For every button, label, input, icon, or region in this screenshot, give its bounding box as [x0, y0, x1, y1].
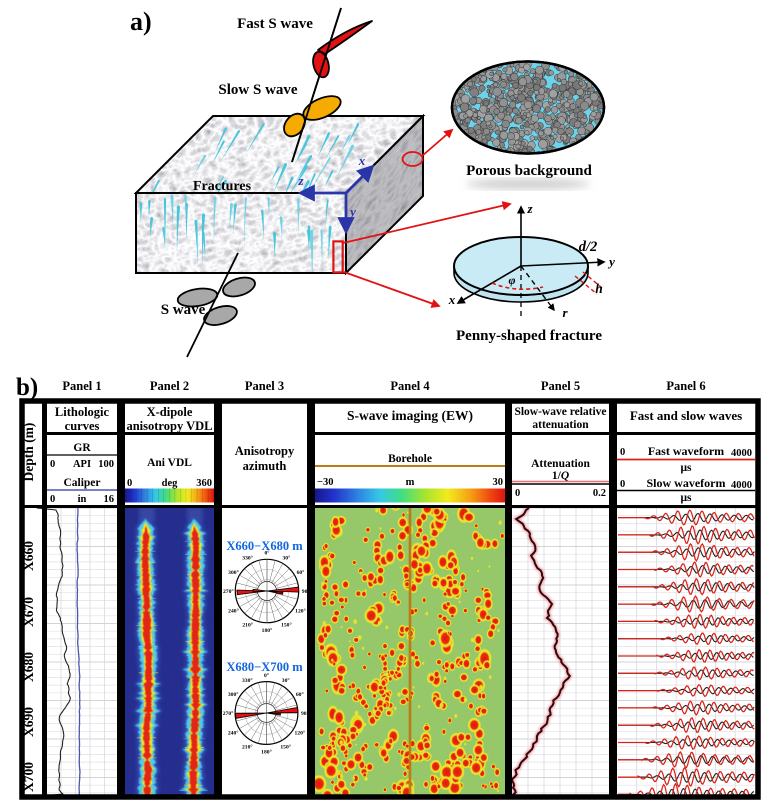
svg-text:120°: 120°	[294, 729, 305, 736]
svg-text:Fractures: Fractures	[193, 179, 252, 194]
svg-text:300°: 300°	[228, 691, 239, 698]
svg-text:16: 16	[104, 494, 115, 505]
svg-text:Fast and slow waves: Fast and slow waves	[630, 408, 742, 423]
svg-text:in: in	[78, 494, 87, 505]
svg-text:30°: 30°	[282, 555, 290, 562]
svg-text:0°: 0°	[264, 672, 269, 679]
svg-text:360: 360	[196, 478, 212, 489]
svg-text:240°: 240°	[228, 729, 239, 736]
svg-text:GR: GR	[73, 442, 91, 454]
svg-text:330°: 330°	[242, 555, 253, 562]
svg-text:r: r	[562, 305, 568, 320]
svg-text:60°: 60°	[297, 569, 305, 576]
svg-text:90°: 90°	[301, 710, 309, 717]
svg-text:0: 0	[50, 494, 55, 505]
svg-text:S wave: S wave	[161, 302, 206, 318]
svg-text:1/Q: 1/Q	[552, 470, 569, 482]
svg-text:180°: 180°	[262, 627, 273, 634]
svg-text:curves: curves	[65, 419, 100, 433]
svg-text:deg: deg	[162, 478, 179, 489]
svg-text:30: 30	[493, 477, 504, 488]
svg-text:180°: 180°	[261, 749, 272, 756]
svg-text:0.2: 0.2	[593, 488, 606, 499]
svg-text:z: z	[297, 173, 304, 188]
svg-text:100: 100	[98, 459, 114, 470]
svg-text:Slow-wave relative: Slow-wave relative	[514, 406, 606, 418]
svg-text:30°: 30°	[282, 677, 290, 684]
svg-text:210°: 210°	[242, 744, 253, 751]
svg-text:a): a)	[130, 7, 152, 36]
svg-text:330°: 330°	[242, 677, 253, 684]
svg-text:0: 0	[127, 478, 132, 489]
svg-text:Borehole: Borehole	[388, 453, 432, 465]
svg-text:z: z	[526, 201, 533, 216]
svg-text:azimuth: azimuth	[243, 459, 287, 473]
svg-text:90°: 90°	[302, 588, 310, 595]
svg-text:0: 0	[515, 488, 520, 499]
svg-text:API: API	[73, 459, 91, 470]
svg-text:X680−X700 m: X680−X700 m	[226, 660, 303, 674]
svg-text:300°: 300°	[228, 569, 239, 576]
svg-text:μs: μs	[681, 492, 693, 504]
svg-text:270°: 270°	[223, 588, 234, 595]
svg-text:0: 0	[620, 479, 625, 490]
svg-text:Attenuation: Attenuation	[531, 458, 590, 470]
svg-text:Anisotropy: Anisotropy	[235, 444, 295, 458]
svg-text:d/2: d/2	[579, 239, 598, 255]
svg-text:Panel 1: Panel 1	[62, 379, 101, 393]
svg-text:x: x	[448, 292, 456, 307]
svg-text:4000: 4000	[731, 480, 752, 491]
svg-text:4000: 4000	[731, 448, 752, 459]
svg-text:Panel 2: Panel 2	[150, 379, 189, 393]
svg-text:210°: 210°	[242, 622, 253, 629]
svg-text:0: 0	[50, 459, 55, 470]
svg-text:Panel 3: Panel 3	[245, 379, 284, 393]
svg-text:−30: −30	[317, 477, 333, 488]
svg-text:Fast waveform: Fast waveform	[648, 444, 724, 458]
svg-text:150°: 150°	[280, 744, 291, 751]
svg-text:φ: φ	[508, 273, 515, 287]
svg-text:attenuation: attenuation	[532, 419, 589, 431]
svg-text:S-wave imaging (EW): S-wave imaging (EW)	[347, 408, 473, 423]
svg-text:μs: μs	[681, 462, 693, 474]
svg-text:b): b)	[16, 374, 38, 401]
svg-text:X-dipole: X-dipole	[147, 405, 193, 419]
svg-text:240°: 240°	[228, 608, 239, 615]
svg-text:x: x	[358, 153, 366, 168]
svg-text:y: y	[607, 254, 615, 269]
svg-text:150°: 150°	[281, 622, 292, 629]
svg-text:Porous background: Porous background	[466, 163, 592, 179]
svg-text:Slow waveform: Slow waveform	[647, 476, 726, 490]
svg-text:0°: 0°	[264, 550, 269, 557]
svg-text:Fast S wave: Fast S wave	[237, 16, 313, 32]
svg-text:Lithologic: Lithologic	[55, 405, 110, 419]
svg-text:270°: 270°	[223, 710, 234, 717]
svg-text:Panel 6: Panel 6	[666, 379, 705, 393]
svg-text:h: h	[595, 281, 603, 296]
svg-text:Panel 4: Panel 4	[390, 379, 430, 393]
svg-text:0: 0	[620, 447, 625, 458]
svg-text:Penny-shaped fracture: Penny-shaped fracture	[456, 328, 602, 344]
svg-text:X660−X680 m: X660−X680 m	[226, 539, 303, 553]
svg-text:Panel 5: Panel 5	[541, 379, 580, 393]
svg-text:Caliper: Caliper	[63, 477, 100, 489]
svg-text:60°: 60°	[296, 691, 304, 698]
svg-text:Ani VDL: Ani VDL	[147, 457, 192, 469]
svg-text:m: m	[406, 477, 415, 488]
svg-text:Slow S wave: Slow S wave	[218, 82, 298, 98]
svg-text:120°: 120°	[295, 608, 306, 615]
svg-text:y: y	[348, 204, 356, 219]
svg-text:anisotropy VDL: anisotropy VDL	[126, 419, 212, 433]
